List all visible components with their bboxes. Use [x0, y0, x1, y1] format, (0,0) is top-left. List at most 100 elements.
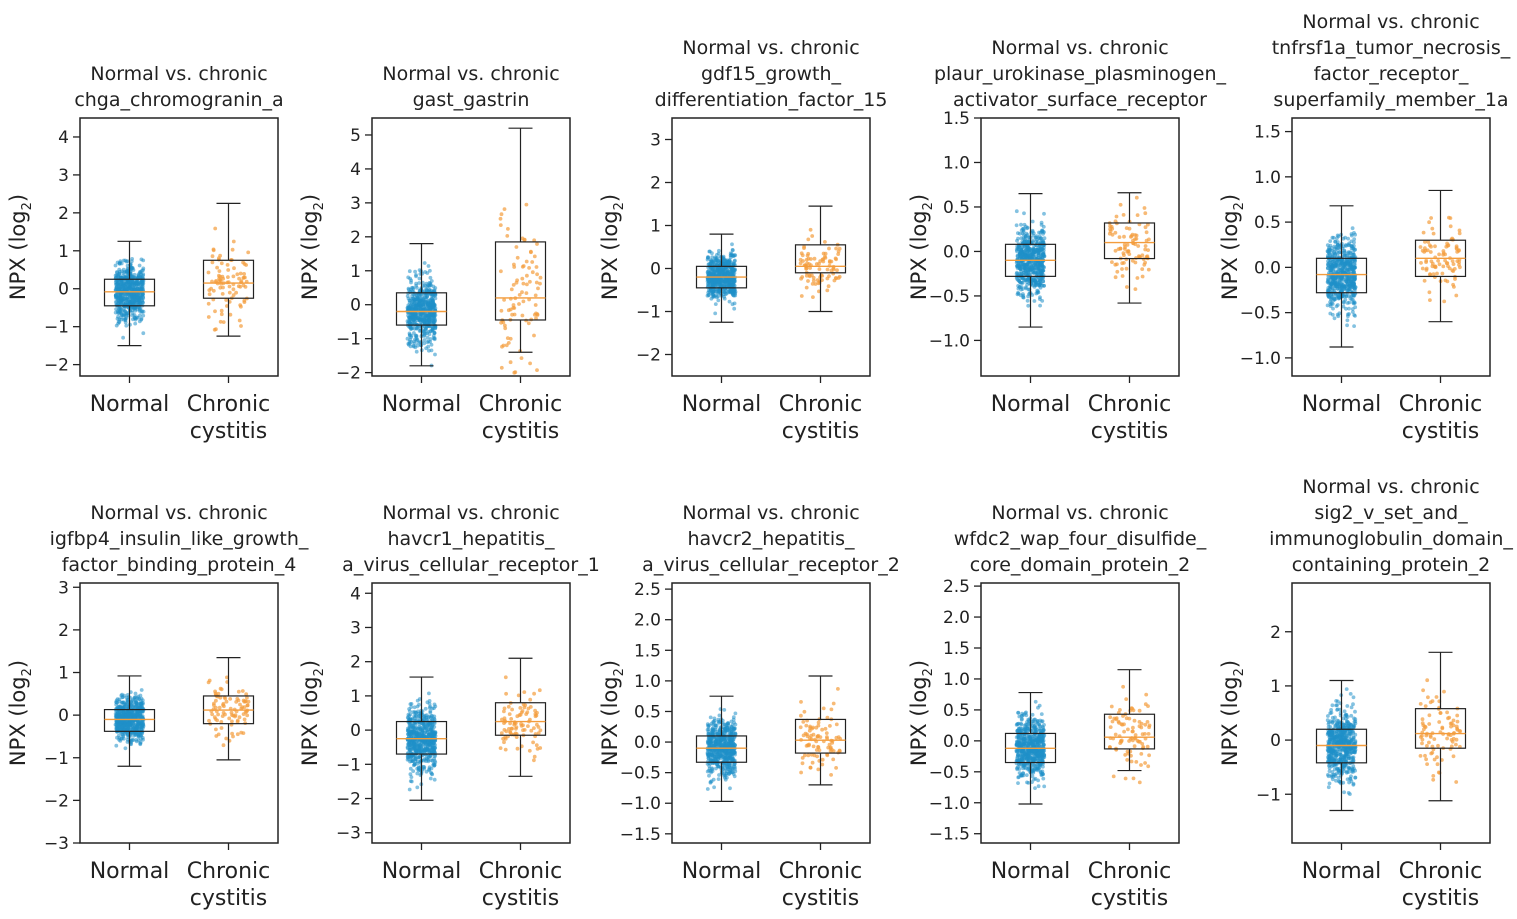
data-point	[1025, 248, 1030, 253]
data-point	[415, 717, 420, 721]
y-tick-label: −1	[44, 318, 69, 338]
data-point	[821, 257, 826, 261]
data-point	[726, 259, 730, 264]
data-point	[809, 257, 813, 261]
data-point	[508, 360, 513, 365]
data-point	[1016, 261, 1021, 265]
data-point	[810, 282, 815, 286]
data-point	[1039, 261, 1044, 266]
data-point	[139, 279, 144, 284]
data-point	[238, 702, 242, 707]
data-point	[430, 746, 435, 750]
data-point	[1346, 314, 1350, 319]
data-point	[1349, 275, 1353, 280]
box-normal	[695, 233, 748, 323]
data-point	[500, 344, 504, 349]
data-point	[117, 697, 122, 702]
y-tick-label: −2	[636, 346, 661, 366]
y-axis-label: NPX (log2)	[298, 194, 327, 300]
data-point	[1428, 298, 1432, 302]
x-category-label: Chronic	[1088, 392, 1171, 417]
data-point	[1041, 224, 1046, 229]
data-point	[499, 308, 504, 313]
data-point	[405, 336, 410, 341]
data-point	[1454, 293, 1459, 298]
data-point	[135, 281, 140, 286]
data-point	[407, 316, 412, 321]
data-point	[1030, 228, 1035, 233]
data-point	[409, 705, 414, 709]
y-tick-label: 2	[350, 228, 361, 248]
data-point	[418, 302, 422, 306]
y-tick-label: 0	[650, 260, 661, 280]
data-point	[125, 311, 129, 315]
data-point	[206, 270, 211, 275]
data-point	[1038, 230, 1043, 235]
data-point	[1019, 222, 1023, 227]
data-point	[1351, 267, 1356, 272]
data-point	[130, 257, 135, 261]
data-point	[409, 340, 414, 344]
data-point	[224, 298, 229, 302]
data-point	[1124, 266, 1129, 271]
data-point	[1326, 250, 1331, 255]
data-point	[710, 290, 715, 294]
data-point	[415, 299, 419, 303]
data-point	[1021, 292, 1025, 296]
data-point	[498, 223, 503, 228]
data-point	[1143, 247, 1148, 252]
data-point	[811, 295, 815, 299]
y-tick-label: −1.0	[1240, 349, 1281, 369]
y-tick-label: −0.5	[1240, 304, 1281, 324]
x-category-label: cystitis	[1091, 419, 1169, 444]
data-point	[138, 313, 142, 318]
data-point	[245, 703, 250, 708]
data-point	[138, 275, 143, 279]
data-point	[1117, 235, 1122, 240]
data-point	[1343, 235, 1348, 240]
data-point	[727, 299, 732, 304]
data-point	[1038, 285, 1043, 290]
data-point	[224, 736, 229, 741]
data-point	[1336, 250, 1341, 255]
data-point	[1422, 278, 1427, 283]
data-point	[227, 716, 232, 721]
data-point	[432, 756, 436, 761]
data-point	[1018, 264, 1022, 268]
data-point	[427, 288, 432, 292]
data-point	[806, 279, 810, 283]
chart-title-line: Normal vs. chronic	[90, 502, 267, 524]
data-point	[408, 732, 413, 737]
data-point	[1134, 236, 1139, 241]
data-point	[1419, 261, 1423, 265]
chart-title-line: Normal vs. chronic	[1302, 11, 1479, 33]
data-point	[1033, 247, 1037, 252]
data-point	[125, 710, 130, 715]
data-point	[425, 747, 429, 751]
data-point	[425, 335, 430, 340]
y-tick-label: 1	[350, 262, 361, 282]
data-point	[1024, 224, 1028, 229]
data-point	[1140, 274, 1145, 279]
data-point	[718, 269, 723, 274]
data-point	[136, 272, 141, 277]
data-point	[210, 712, 215, 717]
data-point	[128, 286, 133, 290]
data-point	[236, 689, 241, 694]
data-point	[237, 715, 242, 720]
data-point	[1014, 209, 1019, 214]
data-point	[212, 715, 217, 720]
data-point	[710, 273, 715, 277]
chart-title-line: plaur_urokinase_plasminogen_	[934, 63, 1227, 85]
data-point	[1334, 304, 1339, 309]
y-tick-label: −2	[336, 364, 361, 384]
data-point	[410, 314, 415, 319]
data-point	[407, 269, 412, 274]
data-point	[432, 714, 437, 719]
data-point	[228, 312, 233, 317]
data-point	[406, 741, 411, 746]
plot-frame	[79, 582, 279, 844]
data-point	[521, 281, 526, 286]
data-point	[406, 286, 411, 291]
data-point	[229, 710, 234, 715]
